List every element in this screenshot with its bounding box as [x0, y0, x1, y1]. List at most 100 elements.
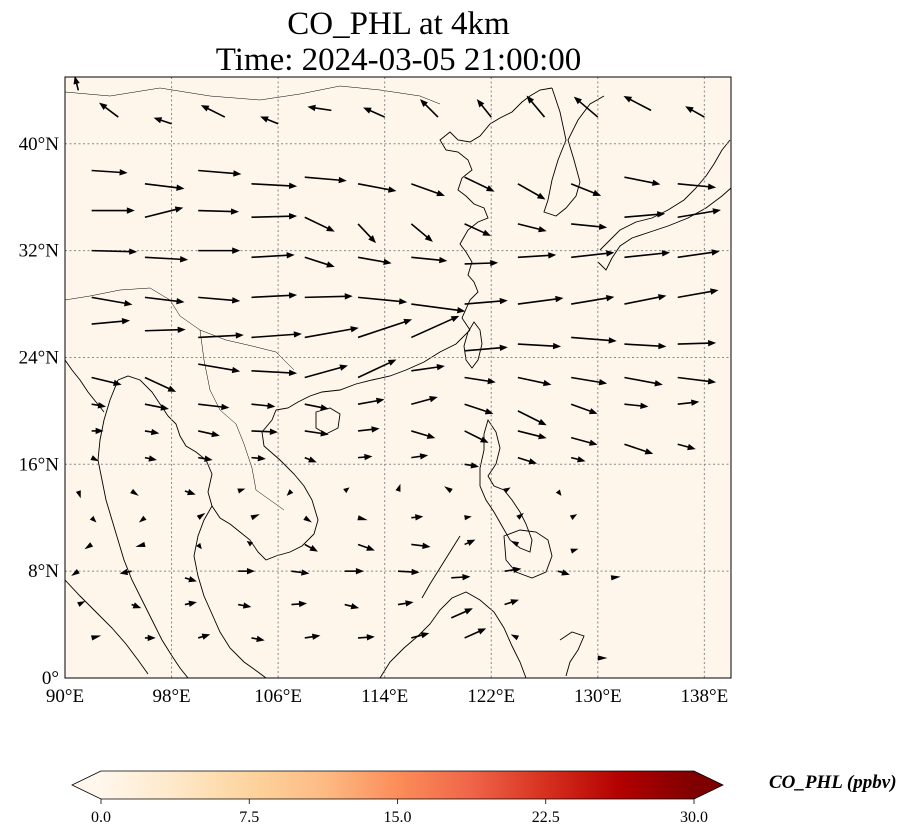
wind-arrow-head [355, 567, 364, 575]
wind-arrow-shaft [571, 252, 609, 259]
wind-arrow [357, 223, 377, 244]
wind-arrow [251, 402, 276, 409]
wind-arrow [198, 403, 230, 411]
wind-arrow [91, 427, 104, 435]
wind-arrow-shaft [357, 361, 392, 379]
wind-arrow-shaft [397, 570, 414, 573]
wind-arrow-head [288, 213, 298, 220]
wind-arrow-shaft [570, 183, 596, 195]
wind-arrow [571, 250, 615, 259]
wind-arrow-shaft [411, 256, 442, 262]
wind-arrow-shaft [304, 403, 324, 409]
wind-arrow [464, 297, 508, 305]
wind-vectors [71, 77, 721, 661]
wind-arrow-shaft [313, 106, 332, 112]
wind-arrow [291, 600, 308, 608]
wind-arrow-head [398, 298, 408, 305]
wind-arrow [411, 632, 430, 639]
wind-arrow-head [339, 364, 348, 371]
wind-arrow-shaft [144, 183, 179, 189]
wind-arrow [144, 455, 157, 462]
wind-arrow [677, 249, 720, 259]
wind-arrow [198, 430, 220, 438]
wind-arrow-shaft [357, 183, 391, 191]
wind-arrow-head [512, 566, 522, 574]
wind-arrow [555, 489, 562, 496]
wind-arrow [91, 169, 128, 176]
wind-arrow-shaft [144, 208, 178, 219]
wind-arrow-shaft [198, 403, 224, 408]
wind-arrow [198, 455, 213, 462]
wind-arrow-shaft [357, 399, 379, 405]
wind-arrow [677, 208, 721, 219]
wind-arrow [411, 363, 445, 372]
map-background [65, 77, 731, 678]
wind-arrow [304, 430, 329, 437]
wind-arrow-shaft [451, 576, 465, 579]
wind-arrow-head [286, 252, 295, 259]
lon-tick-label: 98°E [152, 686, 190, 707]
wind-arrow [570, 456, 586, 463]
wind-arrow-head [311, 633, 321, 640]
wind-arrow [571, 295, 615, 305]
wind-arrow [91, 318, 131, 325]
wind-arrow [526, 95, 546, 118]
wind-arrow-shaft [144, 376, 172, 391]
wind-arrow [357, 183, 397, 193]
colorbar-overflow-extension [694, 771, 723, 799]
wind-arrow-head [436, 363, 445, 371]
wind-arrow-head [538, 226, 547, 233]
wind-arrow [597, 655, 608, 661]
wind-arrow-shaft [91, 249, 132, 253]
wind-arrow [517, 295, 564, 305]
wind-arrow [75, 490, 81, 499]
wind-arrow [410, 315, 460, 339]
wind-arrow-head [444, 486, 453, 494]
wind-arrow-shaft [571, 336, 611, 342]
wind-arrow [624, 443, 654, 455]
wind-arrow-head [371, 426, 380, 433]
wind-arrow-head [309, 545, 318, 552]
wind-arrow-head [188, 600, 197, 607]
wind-arrow-shaft [677, 251, 714, 259]
wind-arrow [517, 410, 547, 426]
border-indochina [199, 329, 285, 511]
wind-arrow-head [138, 515, 147, 523]
wind-arrow-head [605, 295, 615, 302]
wind-arrow [251, 454, 266, 462]
wind-arrow-shaft [144, 328, 180, 332]
wind-arrow [198, 332, 244, 339]
wind-arrow [504, 566, 522, 574]
wind-arrow-head [538, 418, 547, 426]
wind-arrow-head [464, 515, 472, 521]
wind-arrow [357, 453, 373, 461]
wind-arrow [144, 326, 186, 333]
wind-arrow-head [269, 428, 278, 435]
wind-arrow [304, 543, 318, 552]
coastline-borneo [379, 591, 527, 678]
wind-arrow [517, 376, 552, 387]
wind-arrow [570, 403, 598, 415]
wind-arrow-shaft [198, 209, 234, 213]
wind-arrow [677, 376, 717, 385]
wind-arrow [464, 223, 491, 236]
wind-arrow-head [326, 225, 335, 232]
lat-tick-label: 24°N [19, 347, 60, 368]
wind-arrow-head [538, 433, 547, 440]
wind-arrow [260, 116, 279, 125]
wind-arrow [503, 487, 511, 494]
wind-arrow-head [221, 403, 230, 411]
wind-arrow-head [707, 183, 717, 190]
wind-arrow-shaft [677, 290, 713, 299]
coastline-bay-bengal [65, 359, 105, 413]
wind-arrow-head [91, 635, 102, 641]
wind-arrow-head [167, 385, 177, 392]
wind-arrow-shaft [357, 428, 374, 432]
wind-arrow-head [486, 185, 495, 192]
wind-arrow-head [288, 369, 298, 376]
wind-arrow [71, 568, 80, 576]
wind-arrow-head [490, 259, 499, 267]
colorbar-title: CO_PHL (ppbv) [769, 772, 897, 793]
wind-arrow [135, 541, 146, 547]
wind-arrow [138, 515, 147, 523]
